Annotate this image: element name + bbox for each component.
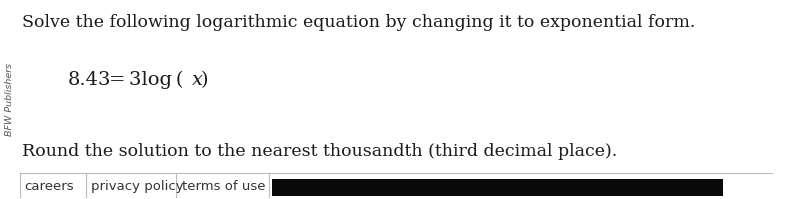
Bar — [272, 179, 723, 195]
Text: Round the solution to the nearest thousandth (third decimal place).: Round the solution to the nearest thousa… — [22, 143, 618, 160]
Text: =: = — [109, 71, 125, 89]
Text: privacy policy: privacy policy — [91, 179, 184, 193]
Text: BFW Publishers: BFW Publishers — [5, 63, 14, 136]
Text: terms of use: terms of use — [182, 179, 265, 193]
Text: 3log (: 3log ( — [129, 70, 184, 89]
Text: x: x — [192, 71, 203, 89]
Text: careers: careers — [24, 179, 74, 193]
Text: ): ) — [200, 71, 208, 89]
Text: Solve the following logarithmic equation by changing it to exponential form.: Solve the following logarithmic equation… — [22, 14, 695, 31]
Text: 8.43: 8.43 — [67, 71, 111, 89]
